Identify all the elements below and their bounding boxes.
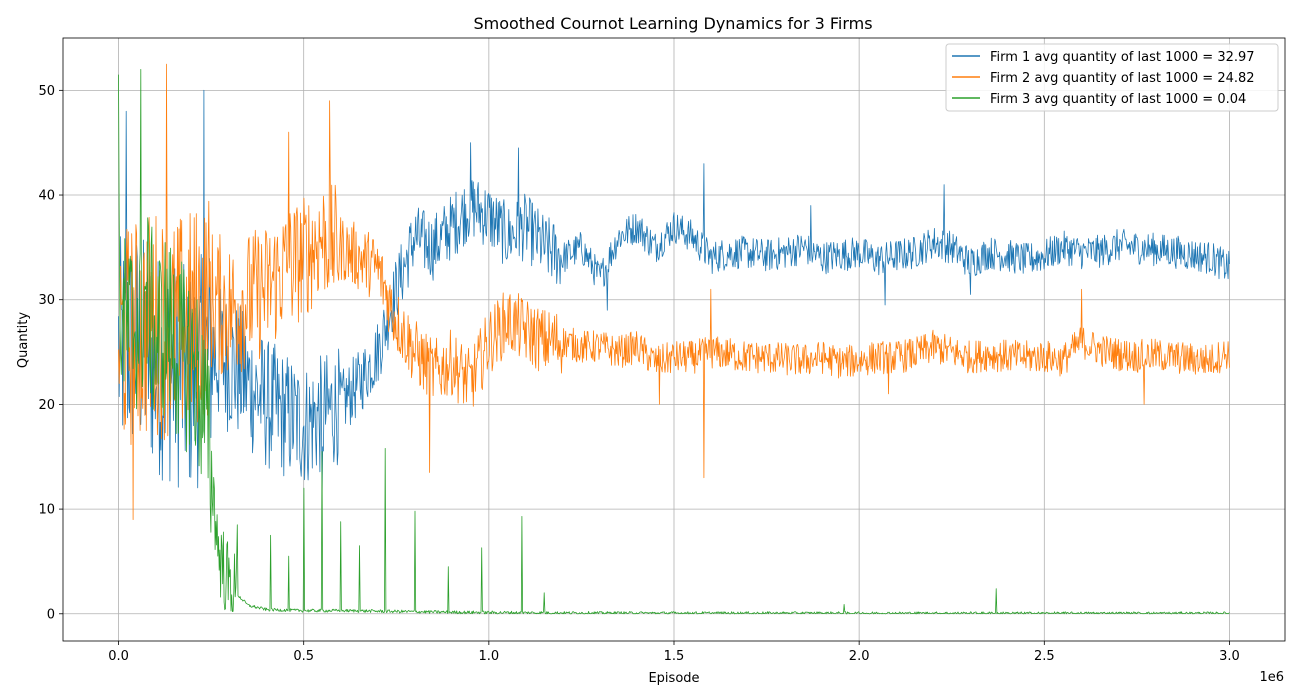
x-tick-label: 2.5 (1034, 649, 1055, 664)
axis-ticks: 0.0 0.5 1.0 1.5 2.0 2.5 3.0 0 10 20 30 40 50 (38, 84, 1239, 664)
x-axis-offset-label: 1e6 (1259, 670, 1284, 685)
chart-title: Smoothed Cournot Learning Dynamics for 3… (473, 14, 872, 33)
x-tick-label: 1.0 (479, 649, 500, 664)
legend-label-firm-3: Firm 3 avg quantity of last 1000 = 0.04 (990, 92, 1246, 107)
x-tick-label: 2.0 (849, 649, 870, 664)
x-tick-label: 1.5 (664, 649, 685, 664)
y-tick-label: 40 (38, 189, 55, 204)
legend: Firm 1 avg quantity of last 1000 = 32.97… (945, 43, 1279, 112)
legend-label-firm-2: Firm 2 avg quantity of last 1000 = 24.82 (990, 71, 1255, 86)
x-axis-title: Episode (648, 671, 699, 686)
x-tick-label: 3.0 (1219, 649, 1240, 664)
x-tick-label: 0.0 (108, 649, 129, 664)
y-tick-label: 50 (38, 84, 55, 99)
series-line-firm-3 (118, 69, 1230, 615)
legend-box (945, 43, 1279, 112)
y-tick-label: 30 (38, 293, 55, 308)
y-axis-title: Quantity (16, 312, 31, 368)
legend-label-firm-1: Firm 1 avg quantity of last 1000 = 32.97 (990, 50, 1255, 65)
series-line-firm-2 (118, 63, 1230, 520)
series-line-firm-1 (118, 89, 1230, 499)
series-lines (118, 63, 1230, 615)
y-tick-label: 20 (38, 398, 55, 413)
x-tick-label: 0.5 (293, 649, 314, 664)
y-tick-label: 0 (47, 607, 55, 622)
y-tick-label: 10 (38, 503, 55, 518)
